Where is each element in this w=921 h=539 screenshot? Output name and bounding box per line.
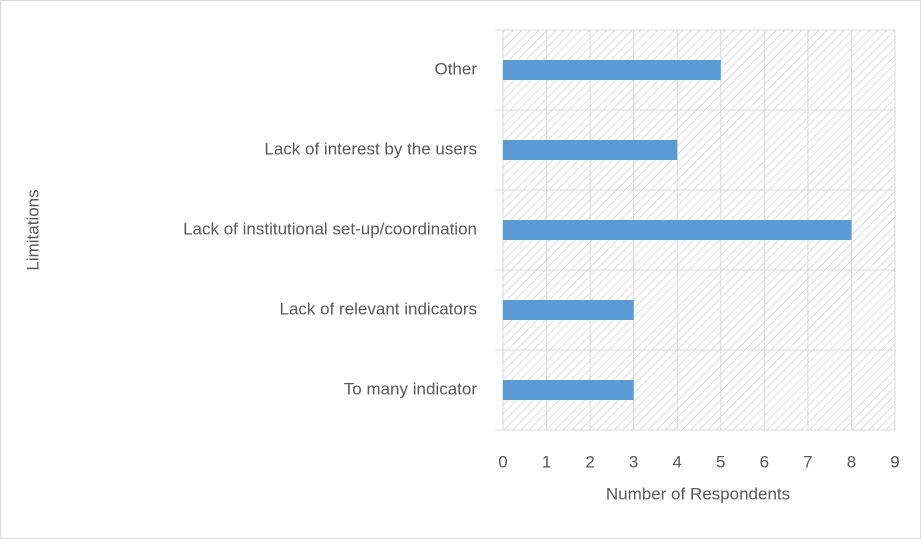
- y-tick-label: Lack of interest by the users: [264, 139, 477, 158]
- y-tick-label: Lack of relevant indicators: [280, 299, 478, 318]
- x-tick-label: 9: [890, 452, 899, 471]
- x-tick-label: 2: [585, 452, 594, 471]
- bar: [503, 60, 721, 80]
- x-tick-label: 3: [629, 452, 638, 471]
- x-tick-label: 0: [498, 452, 507, 471]
- x-tick-label: 7: [803, 452, 812, 471]
- x-tick-label: 1: [542, 452, 551, 471]
- y-tick-label: Lack of institutional set-up/coordinatio…: [183, 219, 477, 238]
- x-tick-label: 6: [760, 452, 769, 471]
- bar: [503, 300, 634, 320]
- x-tick-label: 8: [847, 452, 856, 471]
- x-tick-label: 4: [672, 452, 681, 471]
- bar: [503, 380, 634, 400]
- x-axis-label: Number of Respondents: [606, 484, 790, 503]
- y-tick-label: To many indicator: [344, 379, 478, 398]
- y-axis-label: Limitations: [23, 189, 42, 270]
- y-tick-label: Other: [434, 59, 477, 78]
- x-tick-label: 5: [716, 452, 725, 471]
- bar: [503, 140, 678, 160]
- bar: [503, 220, 852, 240]
